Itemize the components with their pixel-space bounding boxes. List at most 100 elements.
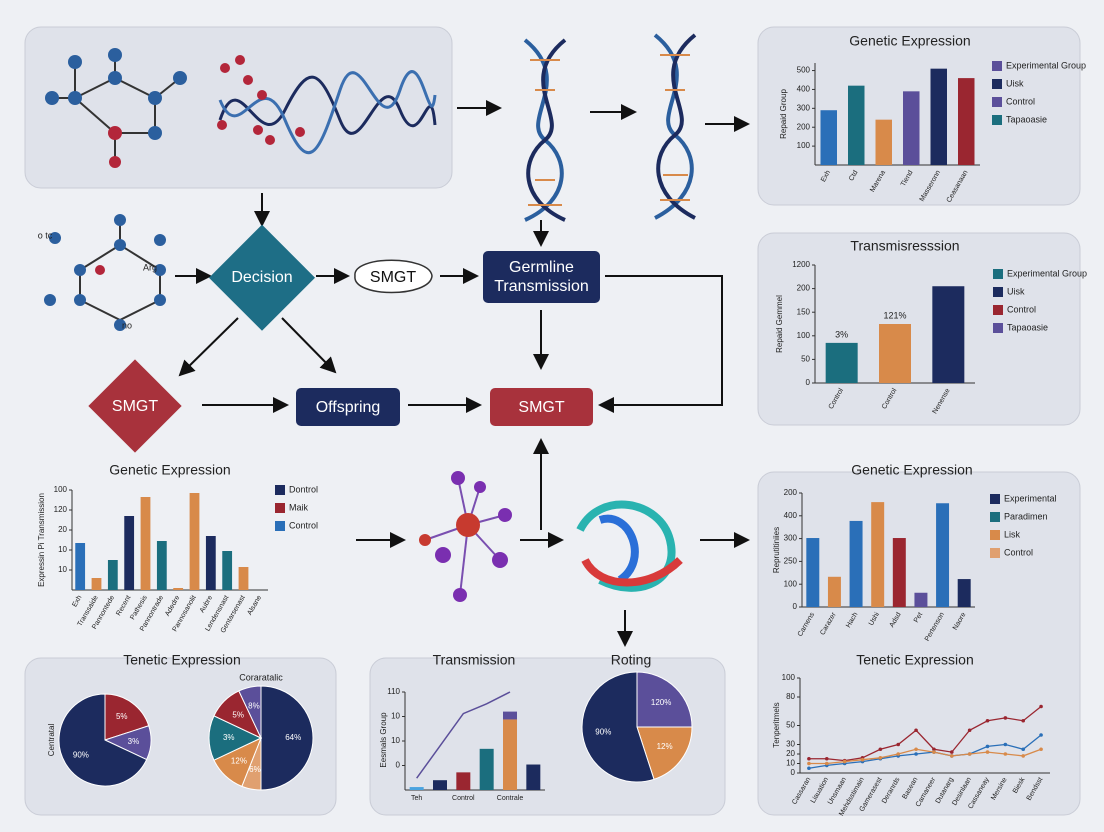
y-tick-label: 250 <box>784 557 798 566</box>
y-tick-label: 10 <box>58 565 67 574</box>
pie-slice <box>58 693 148 787</box>
chart-title: Genetic Expression <box>851 462 972 478</box>
node-label: SMGT <box>111 397 159 415</box>
bar <box>820 110 837 165</box>
pie-annotation: 12% <box>657 742 673 751</box>
protein-helix <box>217 55 437 155</box>
point <box>949 750 954 754</box>
point <box>807 756 811 761</box>
y-tick-label: 0 <box>793 602 798 611</box>
point <box>1003 742 1008 747</box>
legend-swatch <box>990 512 1000 522</box>
y-tick-label: 120 <box>54 505 68 514</box>
bar <box>957 579 971 607</box>
molecule-label: o tc <box>38 230 53 240</box>
y-axis-label: Repaid Group <box>779 89 788 139</box>
legend-swatch <box>275 485 285 495</box>
y-tick-label: 110 <box>387 687 400 696</box>
y-axis-label: Repaid Gemmel <box>775 295 784 353</box>
point <box>985 718 990 723</box>
x-tick-label: Control <box>452 795 475 802</box>
node-label: SMGT <box>518 398 565 416</box>
pie-annotation: 5% <box>232 710 244 719</box>
legend-swatch <box>993 269 1003 279</box>
legend-label: Control <box>1004 547 1033 557</box>
legend-label: Experimental Group <box>1007 268 1087 278</box>
legend-swatch <box>993 287 1003 297</box>
arrows <box>175 100 750 647</box>
point <box>896 742 901 747</box>
pie-slice <box>238 685 262 739</box>
y-tick-label: 1200 <box>792 260 810 269</box>
bar <box>892 538 906 607</box>
pie-annotation: 12% <box>231 757 247 766</box>
legend-label: Control <box>1006 96 1035 106</box>
legend-swatch <box>993 305 1003 315</box>
y-axis-label: Centratal <box>47 724 56 757</box>
molecule-label: Arg <box>143 262 157 272</box>
point <box>914 728 918 733</box>
chart-title: Tenetic Expression <box>856 652 974 668</box>
chart-title: Tenetic Expression <box>123 652 241 668</box>
legend-label: Dontrol <box>289 484 318 494</box>
line <box>808 734 1042 769</box>
bar <box>140 497 151 590</box>
bar <box>914 592 928 607</box>
legend-swatch <box>992 61 1002 71</box>
y-tick-label: 150 <box>797 307 811 316</box>
point <box>1003 716 1008 720</box>
point <box>932 747 936 752</box>
chart-title: Roting <box>611 652 651 668</box>
y-tick-label: 400 <box>784 511 798 520</box>
bar <box>205 536 216 590</box>
node-label: SMGT <box>369 268 417 286</box>
y-tick-label: 20 <box>58 525 67 534</box>
bar <box>958 78 975 165</box>
legend-swatch <box>990 530 1000 540</box>
pie-slice <box>260 685 314 791</box>
y-tick-label: 0 <box>806 378 811 387</box>
bar <box>526 764 541 790</box>
bar <box>806 538 820 607</box>
x-tick-label: Ctd <box>848 169 860 182</box>
bar <box>825 342 858 383</box>
legend-label: Experimental Group <box>1006 60 1086 70</box>
pie-slice <box>636 726 693 780</box>
bar <box>479 748 494 790</box>
point <box>967 752 972 756</box>
line <box>808 705 1042 762</box>
node-label: Decision <box>231 268 293 286</box>
bar <box>222 551 233 590</box>
y-tick-label: 300 <box>797 103 811 112</box>
point <box>1021 718 1026 723</box>
y-tick-label: 0 <box>396 761 401 770</box>
point <box>860 757 865 762</box>
point <box>807 761 811 766</box>
x-tick-label: Teh <box>411 795 422 802</box>
y-tick-label: 50 <box>786 721 795 730</box>
bar <box>875 119 892 165</box>
pie-annotation: 64% <box>285 733 301 742</box>
pie-annotation: 3% <box>223 733 235 742</box>
molecule-2 <box>44 214 166 331</box>
legend-label: Control <box>289 520 318 530</box>
pie-slice <box>636 671 693 728</box>
bar-stack <box>503 711 517 720</box>
y-tick-label: 200 <box>797 284 811 293</box>
point <box>824 756 829 761</box>
legend-swatch <box>992 97 1002 107</box>
protein-molecule <box>419 471 683 602</box>
y-tick-label: 10 <box>391 736 400 745</box>
point <box>824 761 829 766</box>
x-tick-label: Aubre <box>199 594 214 614</box>
y-tick-label: 100 <box>784 579 798 588</box>
chart-title: Genetic Expression <box>849 33 970 49</box>
y-tick-label: 10 <box>786 759 795 768</box>
legend-swatch <box>992 79 1002 89</box>
bar <box>156 541 167 590</box>
pie-slice <box>581 671 655 783</box>
bar <box>189 493 200 590</box>
bar <box>930 68 947 165</box>
y-tick-label: 100 <box>54 485 68 494</box>
